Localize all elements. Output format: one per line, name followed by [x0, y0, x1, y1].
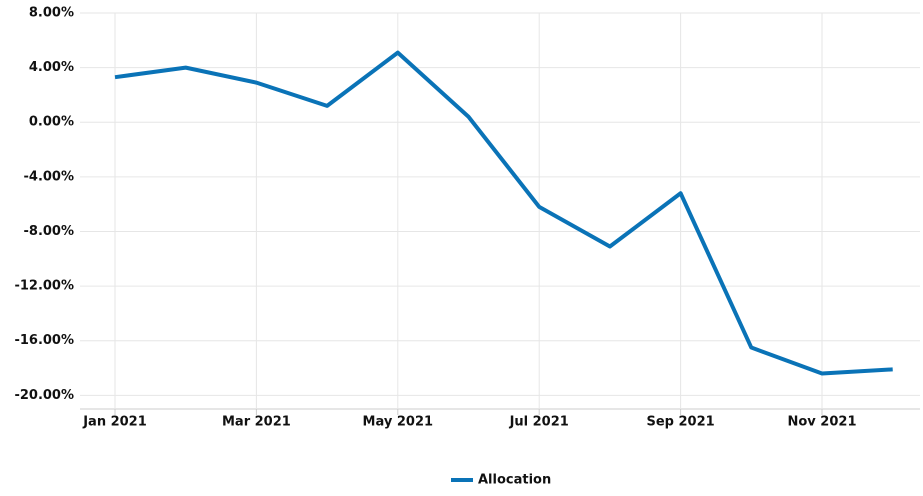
y-tick-label: 4.00%: [29, 60, 74, 75]
x-tick-label: Nov 2021: [788, 415, 857, 430]
x-tick-label: Jan 2021: [82, 415, 147, 430]
x-tick-label: Mar 2021: [222, 415, 291, 430]
data-line: [114, 50, 893, 376]
y-tick-label: -4.00%: [24, 169, 75, 184]
y-tick-label: -16.00%: [14, 333, 74, 348]
x-tick-label: Sep 2021: [646, 415, 714, 430]
y-tick-label: 0.00%: [29, 115, 74, 130]
y-tick-label: -20.00%: [14, 388, 74, 403]
x-tick-label: Jul 2021: [509, 415, 569, 430]
y-tick-label: -8.00%: [24, 224, 75, 239]
y-tick-label: 8.00%: [29, 6, 74, 21]
y-tick-label: -12.00%: [14, 279, 74, 294]
legend-label: Allocation: [478, 473, 551, 488]
x-tick-label: May 2021: [363, 415, 434, 430]
